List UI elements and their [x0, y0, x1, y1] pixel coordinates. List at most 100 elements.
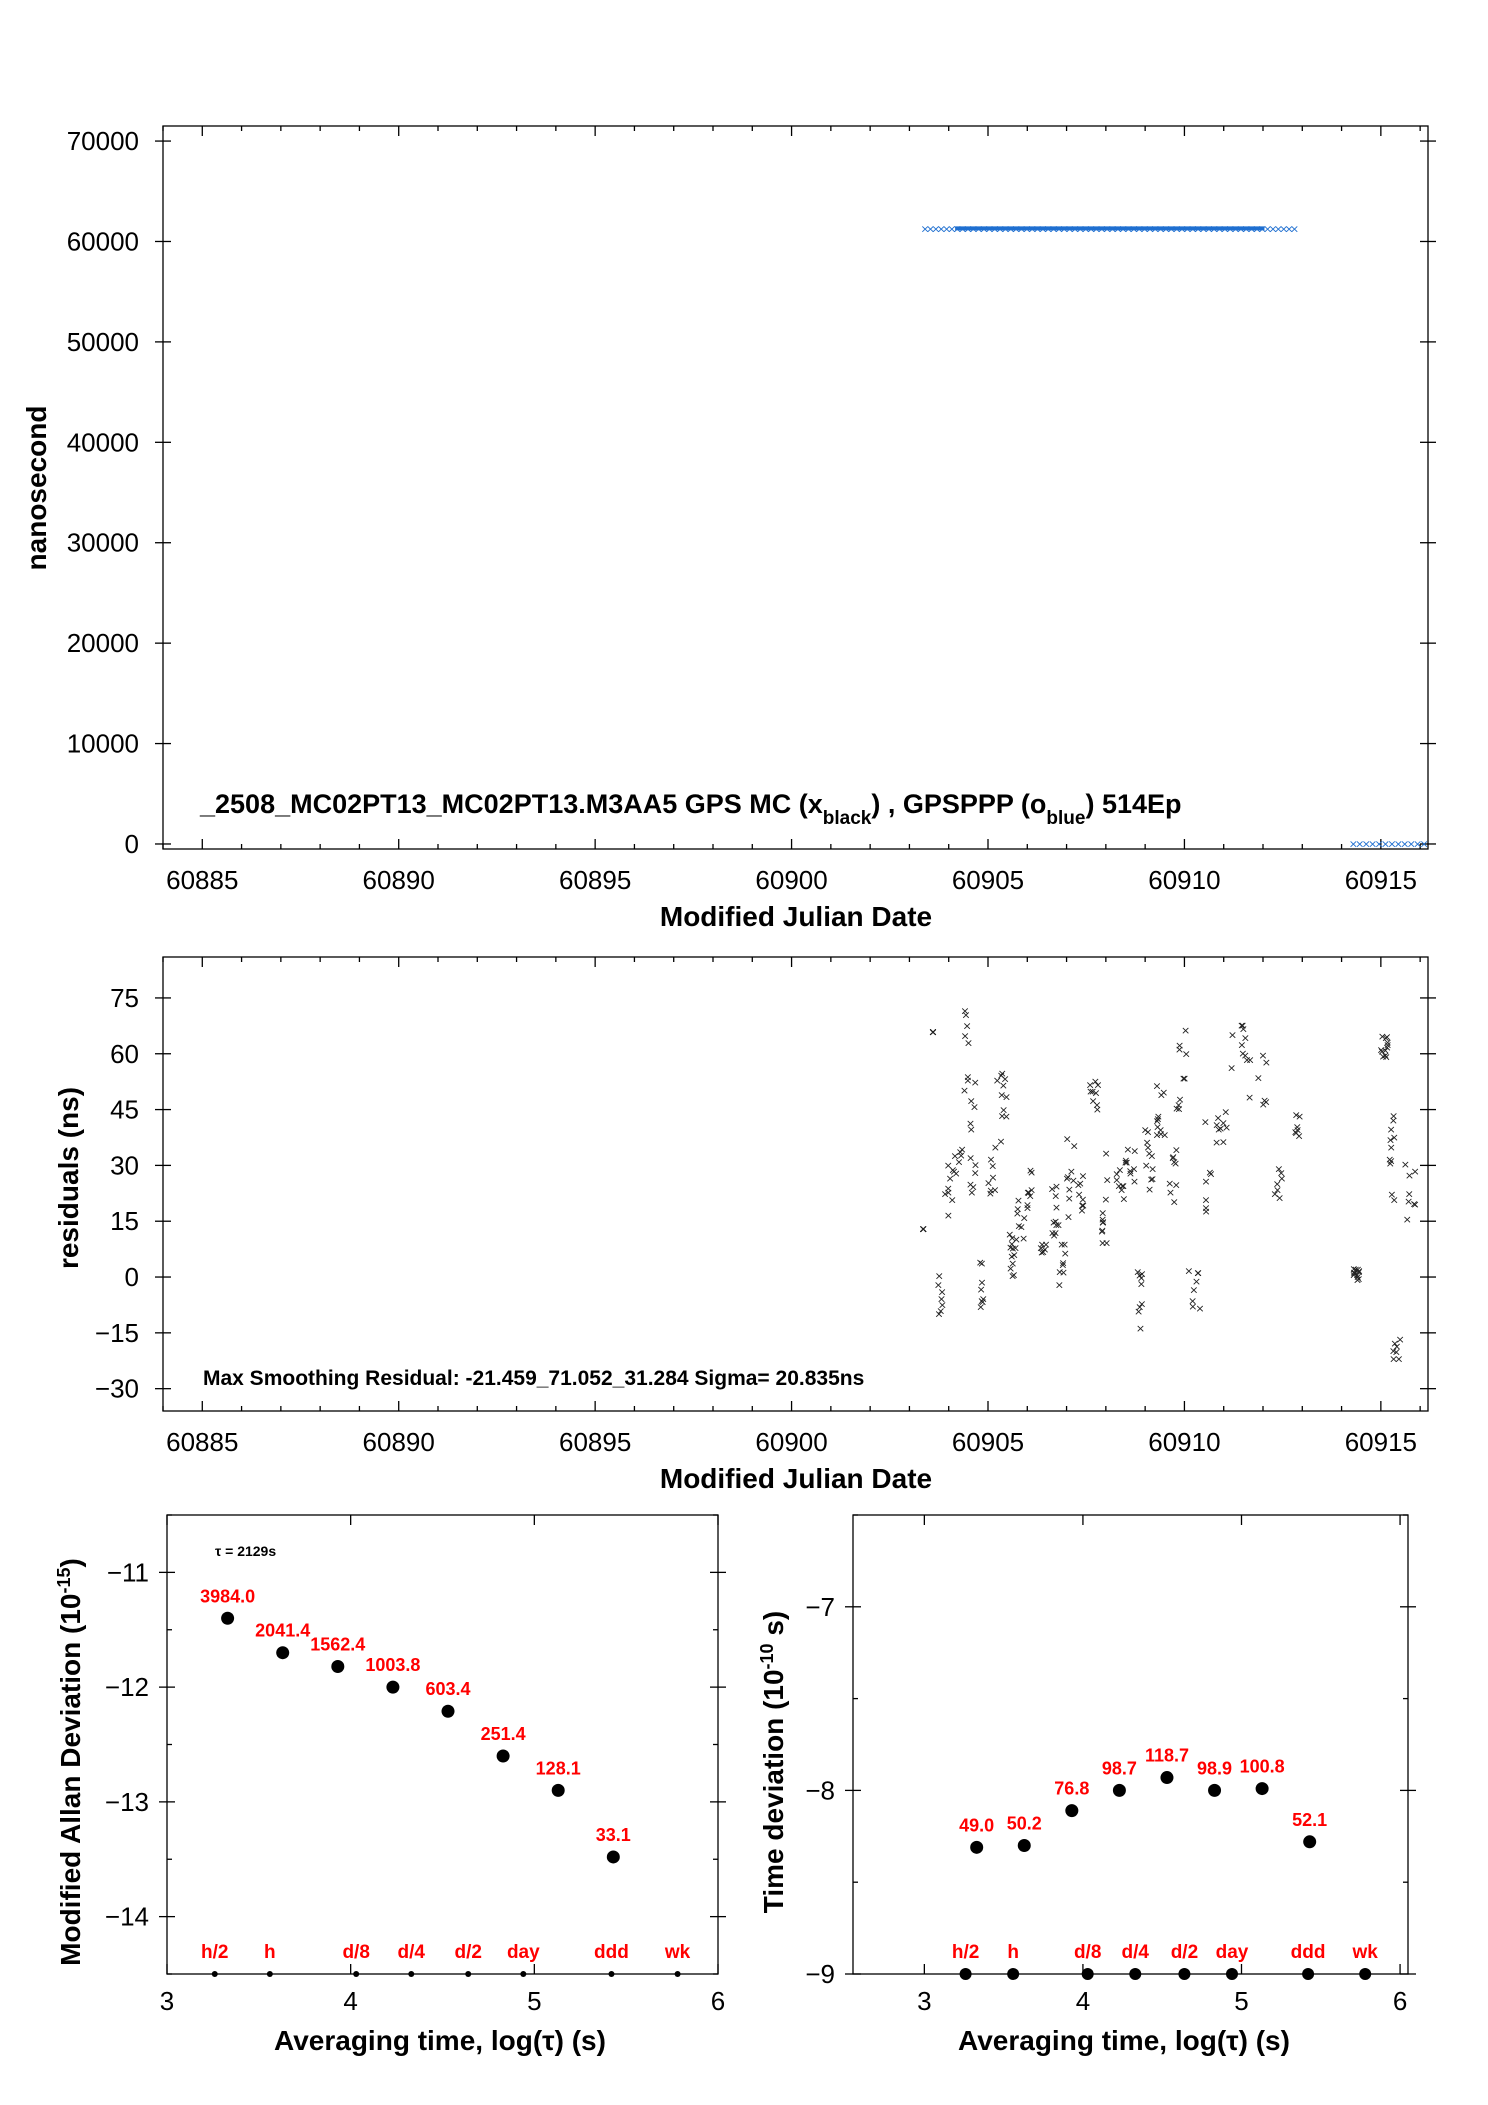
top-ytick-label: 0	[125, 829, 139, 859]
br-marker-dot	[1007, 1968, 1020, 1980]
residual-point: ×	[1064, 1210, 1073, 1223]
residual-point: ×	[1061, 1247, 1070, 1260]
residual-point: ×	[928, 1025, 937, 1038]
residual-point: ×	[1172, 1179, 1181, 1192]
residual-point: ×	[971, 1076, 980, 1089]
residual-point: ×	[1008, 1232, 1017, 1245]
residual-point: ×	[1055, 1279, 1064, 1292]
top-series-point: ×	[926, 222, 935, 235]
residual-point: ×	[1172, 1143, 1181, 1156]
residual-point: ×	[1088, 1085, 1097, 1098]
residual-point: ×	[1385, 1153, 1394, 1166]
residual-point: ×	[1137, 1298, 1146, 1311]
residual-point: ×	[1194, 1267, 1203, 1280]
residual-point: ×	[1088, 1095, 1097, 1108]
br-data-point	[1255, 1782, 1269, 1796]
residual-point: ×	[1093, 1103, 1102, 1116]
top-ylabel: nanosecond	[21, 406, 52, 571]
top-xtick-label: 60885	[166, 865, 238, 895]
residual-point: ×	[999, 1079, 1008, 1092]
residual-point: ×	[1387, 1141, 1396, 1154]
residual-point: ×	[1241, 1049, 1250, 1062]
top-series-point: ×	[1362, 837, 1371, 850]
residual-point: ×	[1353, 1273, 1362, 1286]
residual-point: ×	[1245, 1053, 1254, 1066]
residual-point: ×	[986, 1153, 995, 1166]
residual-point: ×	[1188, 1300, 1197, 1313]
top-series-point: ×	[979, 222, 988, 235]
residual-point: ×	[1112, 1174, 1121, 1187]
residual-point: ×	[1165, 1177, 1174, 1190]
residual-point: ×	[1389, 1114, 1398, 1127]
residual-point: ×	[956, 1146, 965, 1159]
residual-point: ×	[1166, 1186, 1175, 1199]
residual-point: ×	[1206, 1168, 1215, 1181]
residual-point: ×	[1170, 1155, 1179, 1168]
br-xtick-label: 4	[1076, 1986, 1090, 2016]
residual-point: ×	[1383, 1036, 1392, 1049]
top-xtick-label: 60900	[755, 865, 827, 895]
residual-point: ×	[936, 1304, 945, 1317]
residual-point: ×	[1005, 1228, 1014, 1241]
bl-data-point	[331, 1659, 345, 1673]
top-xtick-label: 60890	[363, 865, 435, 895]
residual-point: ×	[1011, 1242, 1020, 1255]
residual-point: ×	[1070, 1139, 1079, 1152]
residual-point: ×	[1114, 1179, 1123, 1192]
middle-annotation: Max Smoothing Residual: -21.459_71.052_3…	[203, 1367, 864, 1390]
residual-point: ×	[1239, 1023, 1248, 1036]
residual-point: ×	[944, 1182, 953, 1195]
br-data-point	[970, 1840, 984, 1854]
residual-point: ×	[1157, 1089, 1166, 1102]
br-marker-label: wk	[1352, 1942, 1379, 1963]
br-marker-dot	[1225, 1968, 1238, 1980]
bl-marker-label: h	[264, 1942, 276, 1963]
residual-point: ×	[969, 1181, 978, 1194]
top-series-point: ×	[1220, 222, 1229, 235]
bl-data-label: 33.1	[596, 1825, 631, 1845]
residual-point: ×	[991, 1141, 1000, 1154]
top-series-point: ×	[1400, 837, 1409, 850]
residual-point: ×	[1242, 1054, 1251, 1067]
residual-point: ×	[1381, 1049, 1390, 1062]
br-data-point	[1208, 1783, 1222, 1797]
residual-point: ×	[1382, 1051, 1391, 1064]
residual-point: ×	[1214, 1123, 1223, 1136]
top-series-point: ×	[1268, 222, 1277, 235]
residual-point: ×	[1057, 1238, 1066, 1251]
residual-point: ×	[1119, 1179, 1128, 1192]
residual-point: ×	[1174, 1103, 1183, 1116]
br-data-label: 118.7	[1145, 1746, 1189, 1766]
residual-point: ×	[1098, 1206, 1107, 1219]
residual-point: ×	[1389, 1345, 1398, 1358]
residual-point: ×	[1101, 1147, 1110, 1160]
residual-point: ×	[1410, 1165, 1419, 1178]
residual-point: ×	[946, 1172, 955, 1185]
residual-point: ×	[1171, 1157, 1180, 1170]
top-series-point: ×	[1252, 222, 1261, 235]
residual-point: ×	[1212, 1136, 1221, 1149]
residual-point: ×	[928, 1025, 937, 1038]
residual-point: ×	[1135, 1269, 1144, 1282]
residual-point: ×	[1193, 1266, 1202, 1279]
residual-point: ×	[1153, 1113, 1162, 1126]
residual-point: ×	[1174, 1098, 1183, 1111]
residual-point: ×	[1277, 1172, 1286, 1185]
top-series-point: ×	[1070, 222, 1079, 235]
residual-point: ×	[949, 1165, 958, 1178]
top-ytick-label: 70000	[67, 126, 139, 156]
residual-point: ×	[1238, 1047, 1247, 1060]
residual-point: ×	[1098, 1236, 1107, 1249]
residual-point: ×	[919, 1223, 928, 1236]
top-series-point: ×	[1279, 222, 1288, 235]
middle-ytick-label: −30	[95, 1374, 139, 1404]
residual-point: ×	[1293, 1124, 1302, 1137]
top-xlabel: Modified Julian Date	[660, 901, 932, 932]
residual-point: ×	[976, 1283, 985, 1296]
residual-point: ×	[1390, 1194, 1399, 1207]
residual-point: ×	[1201, 1115, 1210, 1128]
residual-point: ×	[1175, 1043, 1184, 1056]
top-series-point: ×	[1247, 222, 1256, 235]
residual-point: ×	[958, 1143, 967, 1156]
bl-marker-label: d/8	[342, 1942, 369, 1963]
